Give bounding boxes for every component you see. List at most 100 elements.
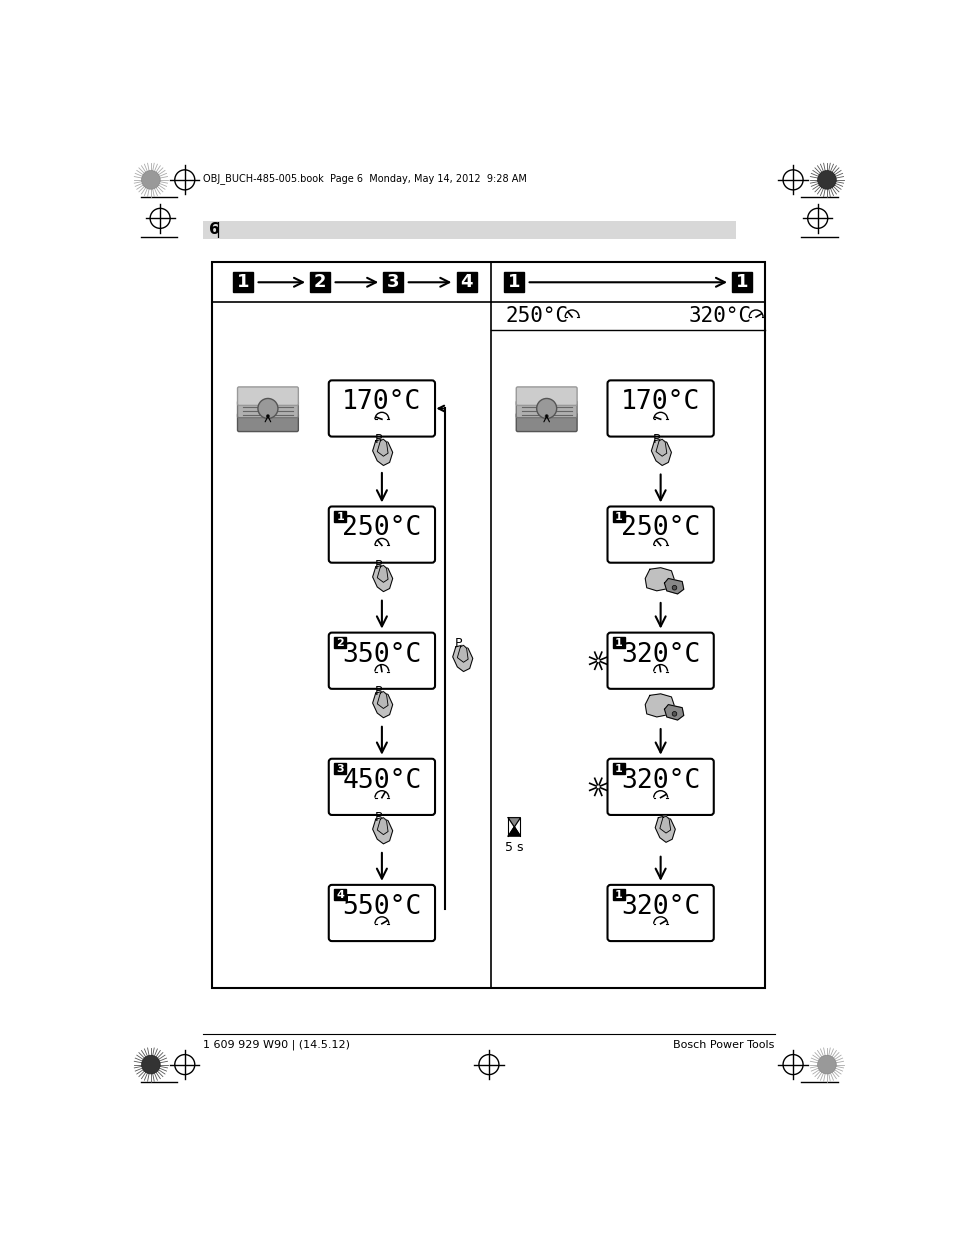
Polygon shape xyxy=(373,439,393,466)
FancyBboxPatch shape xyxy=(383,272,403,292)
Text: P: P xyxy=(374,811,381,825)
FancyBboxPatch shape xyxy=(329,633,435,689)
FancyBboxPatch shape xyxy=(504,272,524,292)
Circle shape xyxy=(544,414,548,418)
Text: P: P xyxy=(653,433,659,446)
Text: 4: 4 xyxy=(460,274,473,291)
Circle shape xyxy=(141,1055,160,1074)
Circle shape xyxy=(817,1055,836,1074)
FancyBboxPatch shape xyxy=(607,380,713,437)
Polygon shape xyxy=(376,439,388,457)
Circle shape xyxy=(266,414,270,418)
Text: 250°C: 250°C xyxy=(504,306,568,326)
Text: 1: 1 xyxy=(336,512,344,522)
Text: 6: 6 xyxy=(209,222,219,237)
Text: 3: 3 xyxy=(387,274,399,291)
Text: 350°C: 350°C xyxy=(342,641,421,668)
Text: 170°C: 170°C xyxy=(342,389,421,415)
FancyBboxPatch shape xyxy=(516,413,577,432)
FancyBboxPatch shape xyxy=(233,272,253,292)
Text: 1: 1 xyxy=(615,764,622,774)
FancyBboxPatch shape xyxy=(456,272,476,292)
FancyBboxPatch shape xyxy=(612,638,624,648)
Polygon shape xyxy=(376,566,388,582)
FancyBboxPatch shape xyxy=(612,763,624,774)
FancyBboxPatch shape xyxy=(334,511,346,522)
Text: 450°C: 450°C xyxy=(342,768,421,793)
Text: 320°C: 320°C xyxy=(620,768,700,793)
Text: P: P xyxy=(455,638,462,650)
Circle shape xyxy=(257,399,277,418)
FancyBboxPatch shape xyxy=(607,507,713,562)
Text: 2: 2 xyxy=(336,638,344,648)
FancyBboxPatch shape xyxy=(516,387,577,405)
FancyBboxPatch shape xyxy=(607,759,713,814)
Text: P: P xyxy=(374,433,381,446)
Circle shape xyxy=(141,171,160,190)
Text: 4: 4 xyxy=(336,890,344,900)
Polygon shape xyxy=(373,566,393,591)
Text: 1: 1 xyxy=(735,274,748,291)
Circle shape xyxy=(672,712,676,717)
Text: 250°C: 250°C xyxy=(620,516,700,541)
Circle shape xyxy=(817,171,836,190)
Polygon shape xyxy=(664,704,683,720)
Text: P: P xyxy=(374,685,381,698)
FancyBboxPatch shape xyxy=(237,387,298,405)
FancyBboxPatch shape xyxy=(732,272,752,292)
Text: 2: 2 xyxy=(314,274,326,291)
FancyBboxPatch shape xyxy=(612,890,624,900)
FancyBboxPatch shape xyxy=(213,262,764,988)
Text: 170°C: 170°C xyxy=(620,389,700,415)
FancyBboxPatch shape xyxy=(237,413,298,432)
FancyBboxPatch shape xyxy=(329,507,435,562)
Polygon shape xyxy=(651,439,671,466)
Polygon shape xyxy=(453,645,473,671)
Text: OBJ_BUCH-485-005.book  Page 6  Monday, May 14, 2012  9:28 AM: OBJ_BUCH-485-005.book Page 6 Monday, May… xyxy=(203,173,527,183)
Text: 1: 1 xyxy=(615,890,622,900)
FancyBboxPatch shape xyxy=(607,885,713,941)
FancyBboxPatch shape xyxy=(329,759,435,814)
Text: 1: 1 xyxy=(615,638,622,648)
Polygon shape xyxy=(376,692,388,709)
Text: 5 s: 5 s xyxy=(504,841,523,853)
Polygon shape xyxy=(664,579,683,594)
Text: 1: 1 xyxy=(508,274,520,291)
Polygon shape xyxy=(508,818,520,827)
Text: 320°C: 320°C xyxy=(620,894,700,920)
Text: |: | xyxy=(215,222,220,238)
FancyBboxPatch shape xyxy=(237,400,298,418)
Polygon shape xyxy=(659,816,670,833)
Circle shape xyxy=(537,399,557,418)
FancyBboxPatch shape xyxy=(329,380,435,437)
Text: 1: 1 xyxy=(236,274,250,291)
Polygon shape xyxy=(644,567,674,591)
Circle shape xyxy=(672,585,676,590)
Text: Bosch Power Tools: Bosch Power Tools xyxy=(673,1040,774,1050)
Polygon shape xyxy=(656,439,666,457)
FancyBboxPatch shape xyxy=(334,638,346,648)
FancyBboxPatch shape xyxy=(516,400,577,418)
Polygon shape xyxy=(373,692,393,718)
Polygon shape xyxy=(376,818,388,835)
Polygon shape xyxy=(508,827,519,836)
FancyBboxPatch shape xyxy=(612,511,624,522)
FancyBboxPatch shape xyxy=(607,633,713,689)
Text: 250°C: 250°C xyxy=(342,516,421,541)
Text: 3: 3 xyxy=(336,764,344,774)
FancyBboxPatch shape xyxy=(334,763,346,774)
FancyBboxPatch shape xyxy=(310,272,330,292)
FancyBboxPatch shape xyxy=(329,885,435,941)
Polygon shape xyxy=(508,827,520,836)
Text: P: P xyxy=(374,558,381,572)
Text: 1: 1 xyxy=(615,512,622,522)
FancyBboxPatch shape xyxy=(203,221,736,240)
Text: 1 609 929 W90 | (14.5.12): 1 609 929 W90 | (14.5.12) xyxy=(203,1040,350,1050)
Text: 320°C: 320°C xyxy=(688,306,751,326)
Polygon shape xyxy=(655,816,675,842)
Polygon shape xyxy=(644,694,674,717)
Polygon shape xyxy=(456,645,468,663)
Polygon shape xyxy=(373,818,393,843)
Text: 320°C: 320°C xyxy=(620,641,700,668)
FancyBboxPatch shape xyxy=(334,890,346,900)
